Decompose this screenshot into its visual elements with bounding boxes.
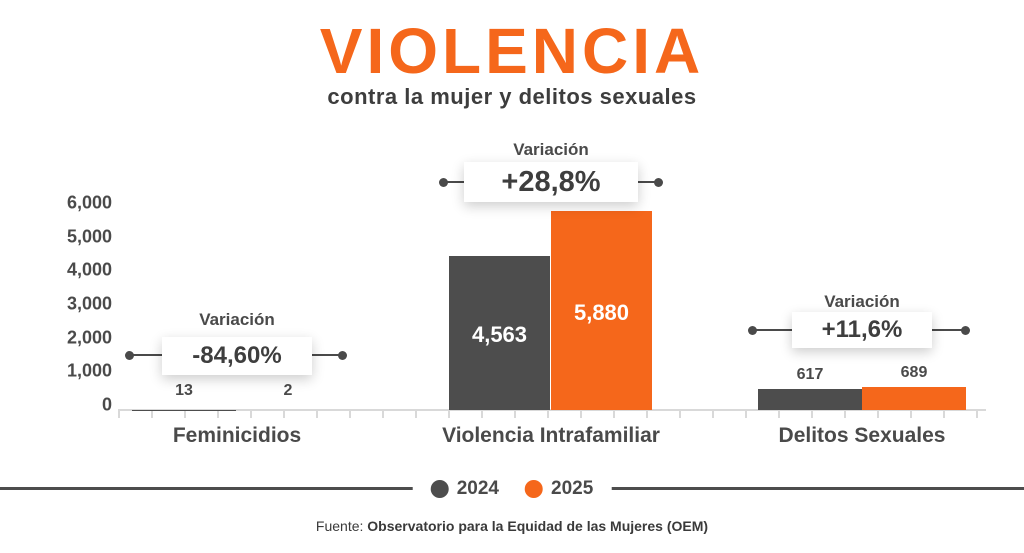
variation-value-delitos-sexuales: +11,6% bbox=[792, 312, 932, 348]
y-axis-tick-label: 2,000 bbox=[66, 327, 112, 348]
x-axis-line bbox=[118, 409, 986, 411]
x-axis-tick-marks bbox=[118, 411, 986, 418]
legend-swatch-2024-icon bbox=[430, 480, 449, 498]
y-axis-tick-label: 4,000 bbox=[66, 259, 112, 280]
legend-swatch-2025-icon bbox=[525, 480, 543, 498]
page-subtitle: contra la mujer y delitos sexuales bbox=[327, 84, 697, 109]
y-axis-tick-label: 6,000 bbox=[66, 192, 112, 213]
legend-item-2024: 2024 bbox=[430, 478, 499, 500]
source-prefix: Fuente: bbox=[315, 518, 364, 534]
legend-label-2025: 2025 bbox=[551, 478, 594, 499]
y-axis-tick-label: 5,000 bbox=[66, 226, 112, 247]
y-axis-tick-label: 0 bbox=[101, 394, 112, 415]
variation-value-feminicidios: -84,60% bbox=[162, 337, 312, 375]
value-2025-delitos-sexuales: 689 bbox=[900, 364, 928, 381]
source-name: Observatorio para la Equidad de las Muje… bbox=[367, 518, 709, 534]
category-label-delitos-sexuales: Delitos Sexuales bbox=[778, 424, 946, 447]
variation-title-feminicidios: Variación bbox=[199, 310, 275, 329]
bar-2024-violencia-intrafamiliar bbox=[449, 255, 550, 410]
variation-title-violencia-intrafamiliar: Variación bbox=[513, 140, 589, 159]
source-attribution: Fuente: Observatorio para la Equidad de … bbox=[0, 518, 1024, 534]
value-2024-violencia-intrafamiliar: 4,563 bbox=[471, 322, 528, 347]
bar-2025-delitos-sexuales bbox=[862, 386, 966, 410]
value-2025-violencia-intrafamiliar: 5,880 bbox=[573, 300, 630, 325]
variation-value-violencia-intrafamiliar: +28,8% bbox=[464, 162, 638, 202]
legend-label-2024: 2024 bbox=[456, 478, 499, 499]
value-2025-feminicidios: 2 bbox=[283, 382, 293, 399]
value-2024-delitos-sexuales: 617 bbox=[796, 366, 824, 383]
legend-item-2025: 2025 bbox=[525, 478, 593, 500]
value-2024-feminicidios: 13 bbox=[175, 382, 193, 399]
page-title: VIOLENCIA bbox=[319, 15, 705, 87]
category-label-violencia-intrafamiliar: Violencia Intrafamiliar bbox=[442, 424, 660, 447]
y-axis-tick-label: 3,000 bbox=[66, 293, 112, 314]
y-axis-tick-label: 1,000 bbox=[66, 360, 112, 381]
chart-legend: 2024 2025 bbox=[412, 474, 612, 504]
category-label-feminicidios: Feminicidios bbox=[172, 424, 302, 447]
bar-2024-delitos-sexuales bbox=[758, 389, 862, 410]
variation-title-delitos-sexuales: Variación bbox=[824, 292, 900, 311]
bar-2025-violencia-intrafamiliar bbox=[551, 211, 652, 410]
